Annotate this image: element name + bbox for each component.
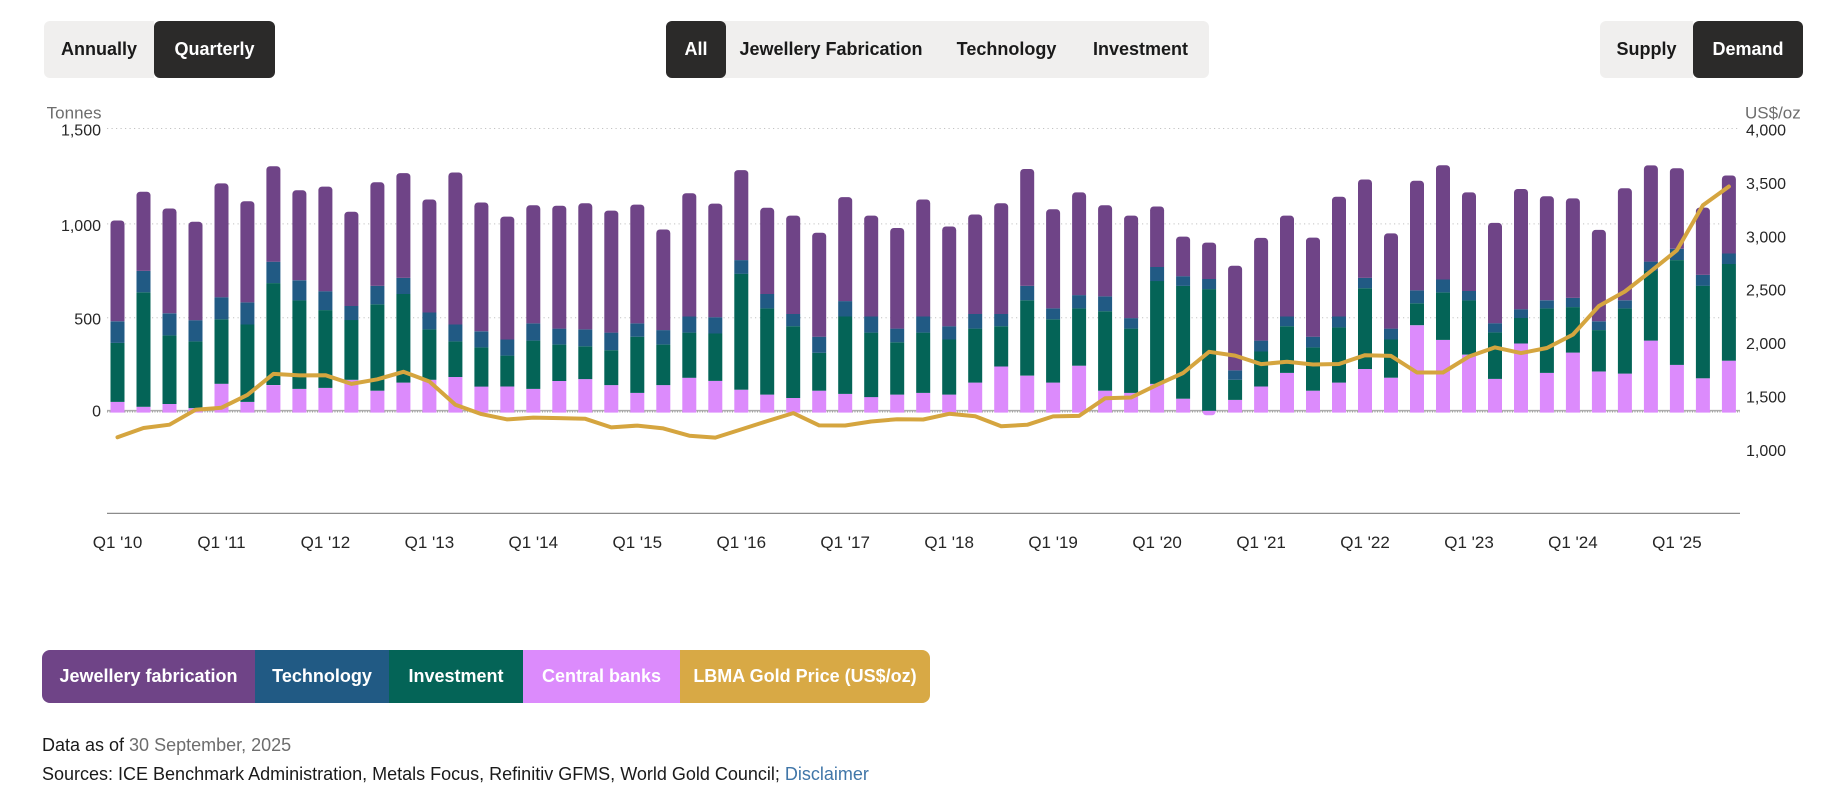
svg-text:1,000: 1,000 [1746,443,1786,460]
svg-text:Q1 '22: Q1 '22 [1340,533,1390,552]
svg-text:Q1 '23: Q1 '23 [1444,533,1494,552]
svg-text:US$/oz: US$/oz [1745,104,1801,123]
svg-text:Q1 '20: Q1 '20 [1132,533,1182,552]
svg-text:4,000: 4,000 [1746,123,1786,140]
svg-text:Q1 '13: Q1 '13 [405,533,455,552]
svg-text:Q1 '19: Q1 '19 [1028,533,1078,552]
svg-text:Q1 '12: Q1 '12 [301,533,351,552]
svg-text:Q1 '16: Q1 '16 [717,533,767,552]
svg-text:500: 500 [74,312,101,329]
svg-text:Tonnes: Tonnes [47,104,102,123]
svg-text:Q1 '24: Q1 '24 [1548,533,1598,552]
svg-text:1,000: 1,000 [61,218,101,235]
svg-text:Q1 '14: Q1 '14 [509,533,559,552]
svg-text:3,000: 3,000 [1746,229,1786,246]
svg-text:Q1 '18: Q1 '18 [924,533,974,552]
svg-text:Q1 '10: Q1 '10 [93,533,143,552]
svg-text:1,500: 1,500 [1746,390,1786,407]
svg-text:Q1 '17: Q1 '17 [820,533,870,552]
svg-text:0: 0 [92,404,101,421]
svg-text:1,500: 1,500 [61,123,101,140]
svg-text:2,500: 2,500 [1746,283,1786,300]
svg-text:Q1 '21: Q1 '21 [1236,533,1286,552]
svg-text:Q1 '11: Q1 '11 [197,533,245,552]
svg-text:3,500: 3,500 [1746,176,1786,193]
svg-text:Q1 '15: Q1 '15 [613,533,663,552]
svg-text:Q1 '25: Q1 '25 [1652,533,1702,552]
svg-text:2,000: 2,000 [1746,336,1786,353]
